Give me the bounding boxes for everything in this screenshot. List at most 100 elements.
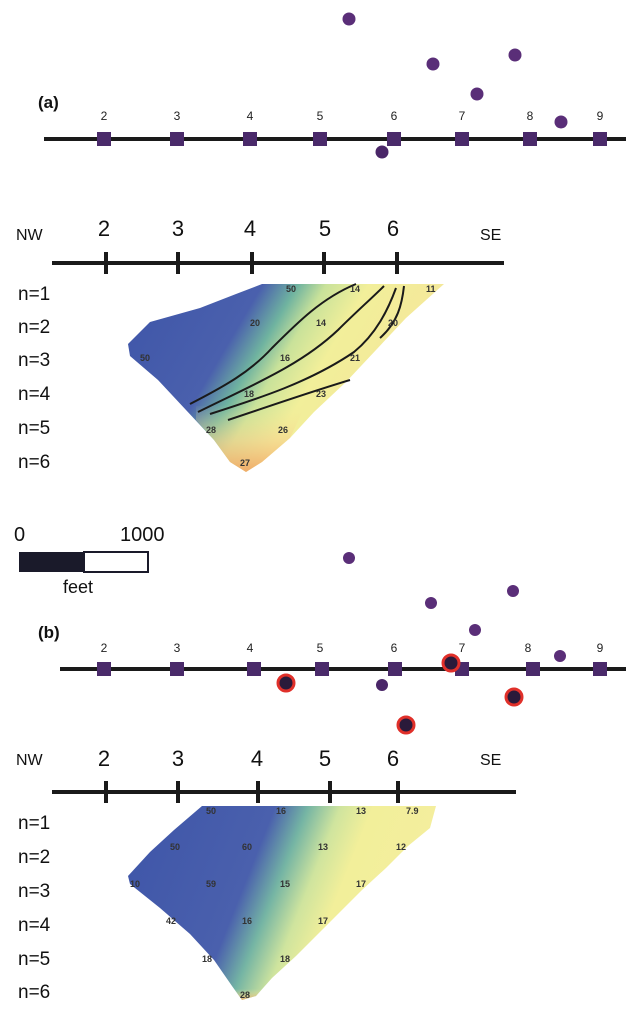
n-level-label: n=2 — [18, 317, 50, 338]
well-dot — [469, 624, 481, 636]
n-level-label: n=5 — [18, 949, 50, 970]
station-number: 6 — [391, 641, 398, 655]
resistivity-value: 50 — [170, 842, 180, 852]
station-marker — [243, 132, 257, 146]
well-dot — [554, 650, 566, 662]
pseudosection-b-values: 50 16 13 7.9 50 60 13 12 10 59 15 17 42 … — [130, 806, 419, 1000]
scale-bar: 0 1000 feet — [14, 524, 165, 597]
electrode-number: 4 — [244, 216, 256, 241]
station-number: 5 — [317, 641, 324, 655]
panel-b-wells — [343, 552, 566, 691]
pseudosection-a-orange-zone — [196, 404, 306, 472]
electrode-number: 2 — [98, 216, 110, 241]
well-dot — [342, 12, 356, 26]
resistivity-value: 28 — [240, 990, 250, 1000]
n-level-label: n=3 — [18, 350, 50, 371]
station-marker — [388, 662, 402, 676]
pseudosection-a-fill — [128, 284, 444, 472]
resistivity-value: 59 — [206, 879, 216, 889]
station-marker — [97, 662, 111, 676]
panel-a-wells — [342, 12, 568, 159]
panel-b-label: (b) — [38, 623, 60, 642]
station-number: 2 — [101, 109, 108, 123]
station-number: 9 — [597, 109, 604, 123]
electrode-number: 3 — [172, 746, 184, 771]
station-marker — [593, 132, 607, 146]
station-marker — [523, 132, 537, 146]
resistivity-value: 16 — [276, 806, 286, 816]
station-marker — [455, 132, 469, 146]
contour-line — [189, 283, 357, 405]
resistivity-value: 50 — [206, 806, 216, 816]
panel-b: (b) 2 3 4 5 6 7 8 9 NW SE — [16, 552, 626, 1003]
resistivity-value: 26 — [278, 425, 288, 435]
station-marker — [315, 662, 329, 676]
station-number: 7 — [459, 641, 466, 655]
scale-dark-segment — [19, 552, 84, 572]
profile-b-electrode-ticks — [104, 781, 400, 803]
resistivity-value: 17 — [318, 916, 328, 926]
n-level-label: n=1 — [18, 813, 50, 834]
resistivity-value: 11 — [426, 284, 436, 294]
well-dot — [425, 597, 437, 609]
pseudosection-a: 50 14 11 20 14 20 50 16 21 18 23 28 26 2… — [128, 283, 444, 472]
resistivity-value: 17 — [356, 879, 366, 889]
station-number: 5 — [317, 109, 324, 123]
electrode-number: 3 — [172, 216, 184, 241]
resistivity-value: 14 — [350, 284, 360, 294]
well-dot — [554, 115, 568, 129]
station-number: 6 — [391, 109, 398, 123]
station-number: 3 — [174, 641, 181, 655]
electrode-number: 5 — [319, 216, 331, 241]
profile-b-electrode-numbers: 2 3 4 5 6 — [98, 746, 399, 771]
pseudosection-b-fill — [128, 806, 436, 1000]
station-number: 2 — [101, 641, 108, 655]
resistivity-value: 18 — [244, 389, 254, 399]
contour-line — [227, 379, 351, 421]
pseudosection-a-contours — [189, 283, 405, 421]
resistivity-value: 16 — [280, 353, 290, 363]
well-dot — [507, 585, 519, 597]
ringed-well — [504, 687, 524, 707]
resistivity-value: 20 — [388, 318, 398, 328]
panel-b-station-numbers: 2 3 4 5 6 7 8 9 — [101, 641, 604, 655]
station-marker — [313, 132, 327, 146]
resistivity-value: 14 — [316, 318, 326, 328]
n-level-label: n=2 — [18, 847, 50, 868]
resistivity-value: 13 — [356, 806, 366, 816]
electrode-number: 2 — [98, 746, 110, 771]
resistivity-value: 21 — [350, 353, 360, 363]
resistivity-value: 60 — [242, 842, 252, 852]
profile-a-nw-label: NW — [16, 227, 44, 244]
electrode-number: 5 — [319, 746, 331, 771]
n-level-label: n=4 — [18, 915, 51, 936]
resistivity-value: 13 — [318, 842, 328, 852]
resistivity-value: 28 — [206, 425, 216, 435]
contour-line — [209, 287, 397, 415]
panel-a-label: (a) — [38, 93, 59, 112]
resistivity-value: 12 — [396, 842, 406, 852]
station-number: 4 — [247, 641, 254, 655]
profile-a-se-label: SE — [480, 227, 501, 244]
station-number: 3 — [174, 109, 181, 123]
scale-unit-label: feet — [63, 577, 93, 597]
station-marker — [97, 132, 111, 146]
station-number: 9 — [597, 641, 604, 655]
pseudosection-b: 50 16 13 7.9 50 60 13 12 10 59 15 17 42 … — [128, 806, 436, 1000]
well-dot — [508, 48, 522, 62]
resistivity-value: 50 — [286, 284, 296, 294]
profile-b-n-levels: n=1 n=2 n=3 n=4 n=5 n=6 — [18, 813, 51, 1003]
well-dot — [376, 679, 388, 691]
pseudosection-b-orange-zone — [216, 956, 296, 1000]
resistivity-value: 20 — [250, 318, 260, 328]
ringed-well — [441, 653, 461, 673]
electrode-number: 6 — [387, 746, 399, 771]
station-marker — [593, 662, 607, 676]
panel-a-station-markers — [97, 132, 607, 146]
resistivity-value: 18 — [280, 954, 290, 964]
scale-zero-label: 0 — [14, 524, 25, 546]
resistivity-value: 7.9 — [406, 806, 419, 816]
n-level-label: n=3 — [18, 881, 50, 902]
station-marker — [387, 132, 401, 146]
